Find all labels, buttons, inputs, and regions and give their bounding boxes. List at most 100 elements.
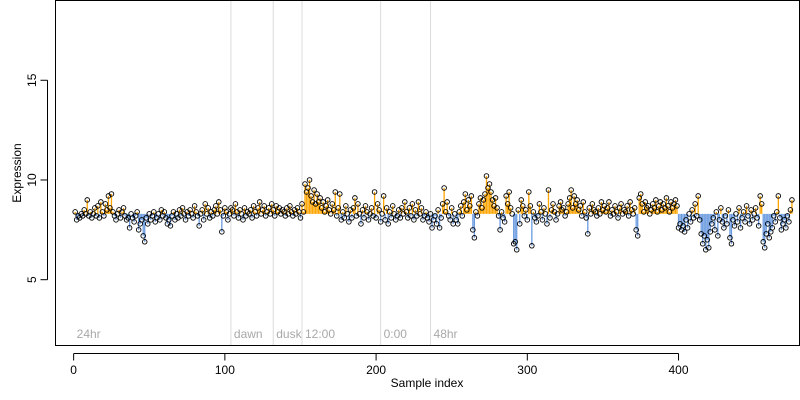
data-point	[578, 213, 585, 219]
data-point	[214, 211, 221, 217]
data-point	[102, 201, 109, 207]
data-point	[323, 203, 329, 209]
y-tick-label: 10	[25, 173, 39, 187]
data-point	[588, 211, 594, 217]
data-point	[730, 217, 736, 223]
data-point	[84, 197, 91, 203]
data-point	[380, 193, 387, 199]
data-point	[399, 205, 405, 211]
data-point	[113, 217, 119, 223]
data-point	[126, 225, 133, 231]
data-point	[769, 225, 776, 231]
data-point	[318, 205, 325, 211]
data-point	[771, 213, 777, 219]
data-point	[545, 187, 552, 193]
data-point	[516, 221, 523, 227]
data-point	[337, 191, 343, 197]
data-point	[569, 205, 576, 211]
data-point	[598, 199, 605, 205]
data-point	[167, 223, 174, 229]
data-point	[663, 195, 670, 201]
data-point	[642, 199, 649, 205]
data-point	[386, 209, 393, 215]
data-point	[383, 205, 390, 211]
data-point	[229, 207, 236, 213]
data-point	[509, 211, 515, 217]
data-point	[270, 207, 277, 213]
data-point	[538, 209, 544, 215]
data-point	[324, 197, 331, 203]
data-point	[486, 181, 493, 187]
data-point	[464, 207, 470, 213]
data-point	[582, 209, 588, 215]
data-point	[733, 211, 739, 217]
data-point	[577, 203, 583, 209]
data-point	[213, 203, 219, 209]
data-point	[346, 219, 352, 225]
data-point	[355, 201, 361, 207]
data-point	[764, 221, 771, 227]
data-point	[343, 203, 349, 209]
data-point	[701, 233, 707, 239]
data-point	[385, 221, 391, 227]
data-point	[256, 199, 263, 205]
data-point	[226, 211, 233, 217]
data-point	[712, 227, 718, 233]
x-tick-label: 200	[366, 363, 386, 377]
data-point	[706, 245, 712, 251]
data-point	[640, 209, 647, 215]
data-point	[498, 209, 505, 215]
data-point	[135, 227, 142, 233]
data-point	[408, 213, 414, 219]
data-point	[766, 235, 773, 241]
data-point	[427, 211, 434, 217]
data-point	[436, 225, 443, 231]
data-point	[503, 193, 509, 199]
data-point	[479, 205, 485, 211]
x-tick-label: 400	[669, 363, 689, 377]
data-point	[456, 209, 463, 215]
data-point	[631, 205, 638, 211]
data-point	[633, 227, 639, 233]
data-point	[461, 199, 467, 205]
data-point	[630, 211, 636, 217]
data-point	[777, 215, 783, 221]
data-point	[447, 217, 453, 223]
data-point	[462, 191, 469, 197]
data-point	[356, 211, 363, 217]
data-point	[231, 213, 237, 219]
data-point	[321, 209, 328, 215]
data-point	[734, 219, 741, 225]
data-point	[249, 215, 255, 221]
data-point	[721, 225, 727, 231]
data-point	[624, 203, 630, 209]
data-point	[465, 197, 472, 203]
data-point	[665, 203, 671, 209]
data-point	[438, 215, 444, 221]
data-point	[300, 209, 307, 215]
data-point	[377, 219, 384, 225]
x-axis-title: Sample index	[391, 376, 464, 390]
data-point	[202, 201, 208, 207]
data-point	[625, 213, 632, 219]
data-point	[108, 191, 115, 197]
data-point	[542, 211, 549, 217]
data-point	[476, 201, 482, 207]
data-point	[494, 205, 500, 211]
data-point	[526, 189, 532, 195]
data-point	[529, 243, 535, 249]
stem-lines	[74, 175, 793, 250]
data-point	[709, 221, 715, 227]
data-point	[297, 215, 304, 221]
data-point	[488, 189, 494, 195]
data-point	[107, 205, 113, 211]
data-point	[334, 213, 340, 219]
data-point	[468, 193, 475, 199]
data-point	[138, 217, 145, 223]
data-point	[512, 239, 518, 245]
data-point	[595, 205, 602, 211]
data-point	[787, 207, 794, 213]
data-point	[480, 197, 487, 203]
data-point	[684, 225, 691, 231]
data-point	[718, 205, 724, 211]
